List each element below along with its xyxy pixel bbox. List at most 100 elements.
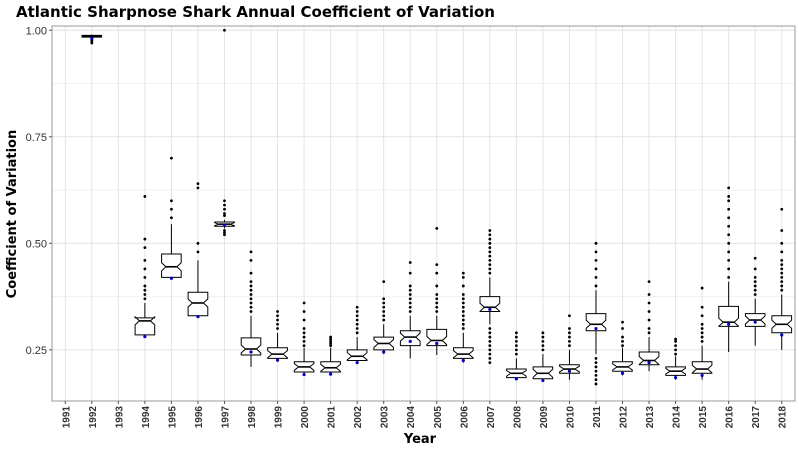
outlier-point — [488, 331, 492, 335]
outlier-point — [461, 276, 465, 279]
outlier-point — [727, 241, 731, 245]
outlier-point — [223, 212, 226, 215]
outlier-point — [488, 254, 492, 258]
outlier-point — [621, 339, 624, 343]
outlier-point — [621, 335, 624, 339]
mean-point — [753, 320, 757, 324]
outlier-point — [541, 335, 545, 339]
outlier-point — [780, 229, 784, 232]
mean-point — [169, 276, 174, 280]
outlier-point — [594, 241, 598, 245]
outlier-point — [488, 233, 492, 237]
outlier-point — [488, 339, 492, 343]
outlier-point — [780, 288, 784, 292]
x-tick-label: 2009 — [539, 406, 550, 429]
outlier-point — [302, 344, 306, 348]
outlier-point — [647, 280, 651, 284]
outlier-point — [461, 327, 465, 330]
outlier-point — [223, 229, 226, 232]
mean-point — [196, 315, 200, 319]
mean-point — [514, 377, 518, 381]
mean-point — [727, 322, 731, 326]
box-2005 — [426, 227, 448, 355]
outlier-point — [727, 216, 731, 220]
x-axis-ticks: 1991 1992 1993 1994 1995 1996 1997 1998 1999 2000… — [61, 401, 789, 429]
outlier-point — [408, 305, 412, 309]
outlier-point — [355, 322, 359, 326]
outlier-point — [170, 199, 173, 203]
box-body — [399, 330, 421, 347]
outlier-point — [143, 276, 147, 279]
outlier-point — [90, 41, 94, 45]
outlier-point — [329, 344, 333, 348]
x-axis-title: Year — [403, 432, 437, 447]
x-tick-label: 2008 — [512, 406, 523, 429]
outlier-point — [196, 250, 200, 254]
outlier-point — [647, 301, 651, 305]
outlier-point — [780, 241, 784, 245]
outlier-point — [647, 318, 651, 322]
outlier-point — [461, 322, 465, 326]
outlier-point — [594, 276, 598, 279]
outlier-point — [329, 339, 333, 343]
outlier-point — [674, 337, 677, 341]
outlier-point — [249, 288, 253, 292]
outlier-point — [541, 344, 545, 348]
outlier-point — [143, 237, 147, 241]
x-tick-label: 1992 — [88, 406, 99, 429]
outlier-point — [382, 280, 386, 284]
outlier-point — [674, 352, 677, 356]
box-2008 — [506, 331, 527, 381]
outlier-point — [435, 227, 439, 230]
outlier-point — [249, 310, 253, 313]
outlier-point — [488, 258, 492, 262]
x-tick-label: 1994 — [141, 406, 152, 429]
outlier-point — [461, 301, 465, 305]
y-tick-label: 1.00 — [26, 25, 47, 37]
box-1998 — [240, 250, 262, 367]
box-body — [585, 313, 607, 332]
outlier-point — [223, 207, 226, 211]
y-tick-label: 0.75 — [26, 132, 47, 144]
outlier-point — [488, 327, 492, 330]
x-tick-label: 2018 — [778, 406, 789, 429]
outlier-point — [753, 276, 757, 279]
outlier-point — [568, 339, 571, 343]
box-2002 — [346, 305, 368, 365]
x-tick-label: 1995 — [167, 406, 178, 429]
x-tick-label: 2017 — [751, 406, 762, 429]
outlier-point — [276, 322, 279, 326]
outlier-point — [621, 344, 624, 348]
outlier-point — [700, 305, 704, 309]
box-2017 — [744, 256, 766, 346]
x-tick-label: 2001 — [327, 406, 338, 429]
outlier-point — [382, 305, 386, 309]
box-2016 — [718, 186, 739, 352]
outlier-point — [461, 271, 465, 275]
outlier-point — [276, 310, 279, 313]
outlier-point — [780, 276, 784, 279]
y-tick-label: 0.25 — [26, 345, 47, 357]
outlier-point — [674, 339, 677, 343]
outlier-point — [488, 263, 492, 267]
y-axis-ticks: 0.25 0.50 0.75 1.00 — [26, 25, 52, 357]
mean-point — [143, 335, 147, 339]
outlier-point — [461, 310, 465, 313]
outlier-point — [143, 267, 147, 271]
outlier-point — [594, 356, 598, 360]
outlier-point — [302, 331, 306, 335]
outlier-point — [780, 250, 784, 254]
mean-point — [90, 37, 94, 41]
outlier-point — [329, 335, 333, 339]
box-2003 — [373, 280, 394, 355]
box-2011 — [585, 241, 607, 386]
box-body — [161, 253, 182, 278]
box-1996 — [187, 182, 209, 319]
outlier-point — [780, 267, 784, 271]
mean-point — [222, 223, 227, 227]
outlier-point — [382, 310, 386, 313]
box-2004 — [399, 261, 421, 359]
outlier-point — [753, 288, 757, 292]
outlier-point — [302, 327, 306, 330]
x-tick-label: 2005 — [433, 406, 444, 429]
